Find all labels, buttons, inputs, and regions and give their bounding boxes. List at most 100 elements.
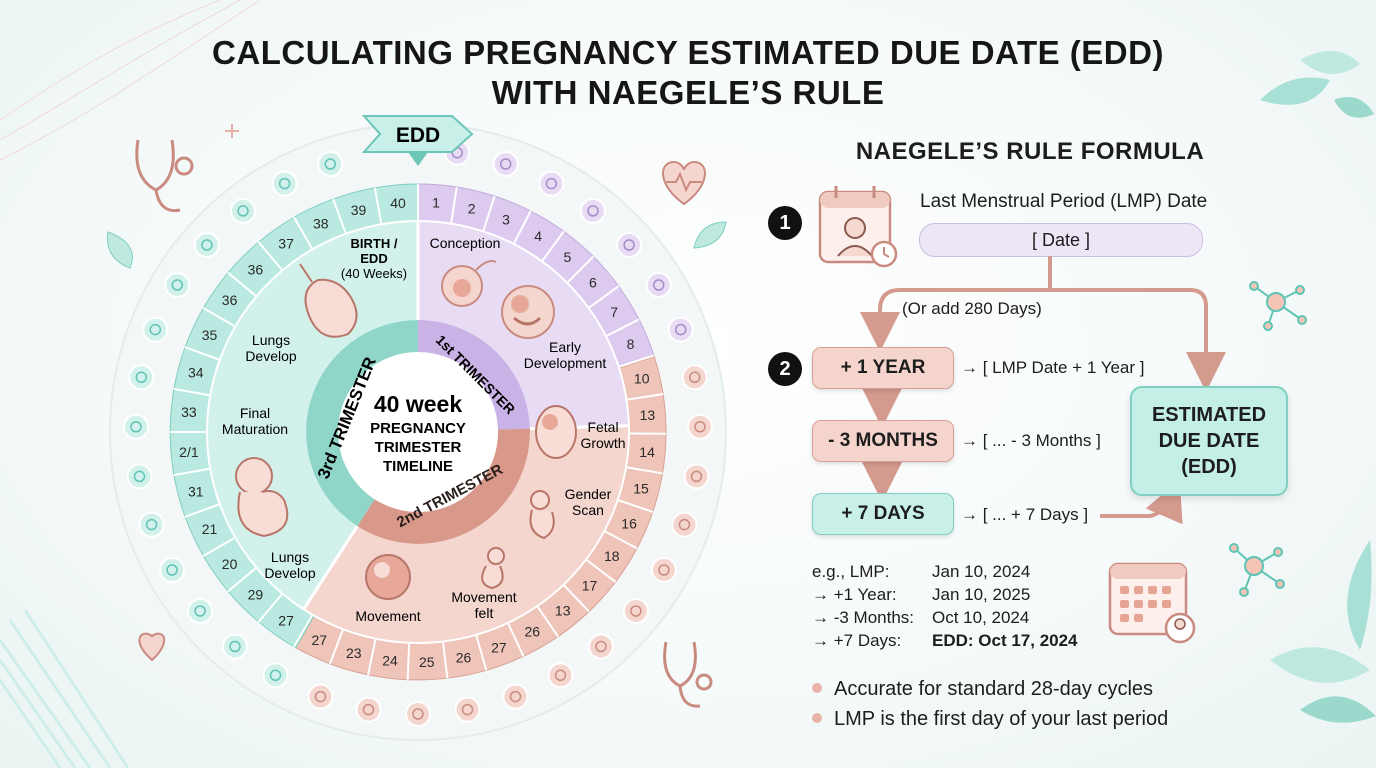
milestone-final-maturation: Final Maturation [222,405,288,437]
molecule-icon-2 [1229,543,1285,597]
week-divider [626,466,663,475]
bubble-icon [538,170,565,197]
bubble-icon [650,557,677,583]
bubble-icon-glyph [133,470,146,483]
edd-line-1: ESTIMATED [1151,404,1267,426]
bubble-icon [580,197,606,224]
bubble-icon-glyph [652,279,665,291]
week-divider [184,503,220,518]
stripe-corner [0,609,130,768]
week-divider [619,354,655,368]
bubble-icon [307,683,334,710]
bubble-icon-glyph [135,371,148,384]
week-number: 2/1 [179,444,199,460]
week-number: 20 [222,556,238,572]
milestone-early-development: Early Development [524,339,607,371]
week-divider [184,346,220,361]
bubble-icon-glyph [324,158,337,170]
bubble-icon [187,598,214,624]
week-number: 40 [390,195,406,211]
bubble-icon-glyph [362,703,375,716]
week-number: 3 [502,212,510,228]
week-number: 36 [222,292,238,308]
bubble-icon [271,170,298,197]
edd-line-2: DUE DATE [1158,430,1260,452]
week-number: 29 [248,587,264,603]
week-divider [293,216,313,249]
title-line-1: CALCULATING PREGNANCY ESTIMATED DUE DATE… [212,34,1164,71]
bubble-icon-glyph [201,239,213,251]
center-text-4: TIMELINE [383,458,453,475]
bubble-icon [671,511,698,538]
baby-birth-icon [299,263,358,338]
calendar-grid-icon [1108,562,1196,644]
milestone-gender-scan: Gender Scan [565,486,612,518]
bubble-icon-glyph [554,669,567,682]
center-text-3: TRIMESTER [375,439,462,456]
bubble-icon [405,701,431,727]
op-plus-7-days-result: → [ ... + 7 Days ] [961,505,1089,524]
outer-icon-bubbles [123,139,713,727]
week-number: 2 [468,200,476,216]
embryo-conception-icon [441,260,497,307]
week-divider [541,230,565,262]
bubble-icon [138,511,165,538]
bubble-icon [222,633,248,660]
center-text-2: PREGNANCY [370,420,466,437]
week-number: 38 [313,216,329,232]
center-disc [340,354,496,510]
bubble-icon-glyph [130,421,142,433]
week-number: 15 [633,480,649,496]
week-number: 18 [604,548,620,564]
edd-line-3: (EDD) [1181,456,1237,478]
center-text-1: 40 week [374,391,462,417]
week-number: 14 [639,444,655,460]
formula-title: NAEGELE’S RULE FORMULA [855,138,1205,165]
bubble-icon [159,557,186,583]
bubble-icon-glyph [412,708,424,720]
bubble-icon [128,364,155,391]
week-number: 24 [382,652,398,668]
week-number: 27 [278,612,294,628]
week-number: 21 [202,521,218,537]
week-divider [173,387,210,397]
bubble-icon-glyph [587,205,599,217]
bubble-icon-glyph [595,640,607,653]
week-number: 27 [312,632,328,648]
bubble-icon-glyph [623,239,635,251]
heart-small-icon [138,632,165,662]
week-number: 36 [248,261,264,277]
week-number: 33 [181,404,197,420]
op-plus-7-days: + 7 DAYS [812,493,954,535]
bubble-icon [616,232,643,258]
step-2-badge: 2 [768,352,802,386]
bubble-icon [164,272,191,298]
bubble-icon-glyph [461,703,474,716]
bubble-icon [142,316,169,343]
bubble-icon-glyph [658,564,670,576]
edd-banner: EDD [361,115,474,166]
week-divider [536,606,559,638]
example-row-months: → -3 Months: Oct 10, 2024 [812,608,1030,627]
lmp-date-field[interactable]: [ Date ] [919,223,1203,257]
step-1-badge: 1 [768,206,802,240]
bubble-icon [683,463,710,490]
bubble-icon [193,232,220,258]
op-plus-1-year: + 1 YEAR [812,347,954,389]
bubble-icon [123,413,149,440]
week-divider [606,318,640,337]
week-number: 4 [534,228,542,244]
week-divider [513,210,532,244]
bubble-icon [645,272,672,298]
op-minus-3-months: - 3 MONTHS [812,420,954,462]
lmp-label: Last Menstrual Period (LMP) Date [920,191,1208,212]
week-number: 1 [432,195,440,211]
band-2nd [357,428,530,544]
bullet-1: Accurate for standard 28-day cycles [812,678,1153,701]
bubble-icon-glyph [678,518,691,531]
bubble-icon-glyph [694,421,706,433]
bubble-icon-glyph [145,518,158,531]
week-number: 25 [419,654,435,670]
bubble-icon [317,151,344,177]
